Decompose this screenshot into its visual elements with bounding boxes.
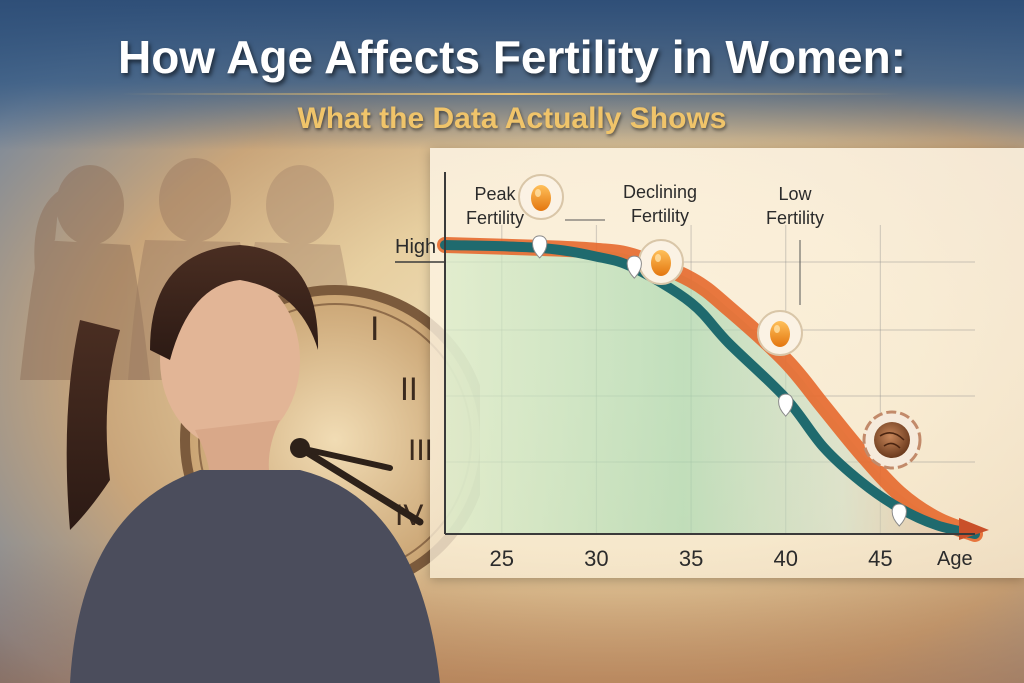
- x-ticks: 25 30 35 40 45: [490, 546, 893, 571]
- page-subtitle: What the Data Actually Shows: [297, 102, 727, 135]
- woman-portrait: [66, 245, 440, 683]
- page-title: How Age Affects Fertility in Women:: [117, 31, 907, 83]
- svg-text:I: I: [370, 310, 379, 348]
- svg-text:II: II: [400, 371, 418, 407]
- egg-icon: [518, 174, 564, 220]
- annotations: Peak Fertility Declining Fertility Low Fertil…: [466, 174, 922, 470]
- title-divider: [120, 93, 900, 95]
- annotation-declining: Declining Fertility: [623, 182, 697, 226]
- x-axis-label: Age: [937, 548, 973, 570]
- axes: High Age: [395, 172, 975, 570]
- annotation-low: Low Fertility: [766, 184, 824, 228]
- x-tick-label: 40: [773, 546, 797, 571]
- curve-marker: [532, 235, 548, 259]
- x-tick-label: 25: [490, 546, 514, 571]
- x-tick-label: 45: [868, 546, 892, 571]
- aged-egg-icon: [862, 410, 922, 470]
- y-tick-label-high: High: [395, 236, 436, 258]
- illustration: I II III IV V: [20, 158, 480, 683]
- egg-icon: [757, 310, 803, 356]
- svg-text:III: III: [408, 434, 433, 467]
- x-tick-label: 35: [679, 546, 703, 571]
- curve-marker: [778, 393, 794, 417]
- curve-marker: [891, 503, 907, 527]
- x-tick-label: 30: [584, 546, 608, 571]
- background-top: [0, 0, 1024, 150]
- woman-silhouette-icon: [20, 165, 150, 380]
- curve-marker: [626, 255, 642, 279]
- markers: [532, 235, 907, 527]
- egg-icon: [638, 239, 684, 285]
- annotation-peak: Peak Fertility: [466, 184, 524, 228]
